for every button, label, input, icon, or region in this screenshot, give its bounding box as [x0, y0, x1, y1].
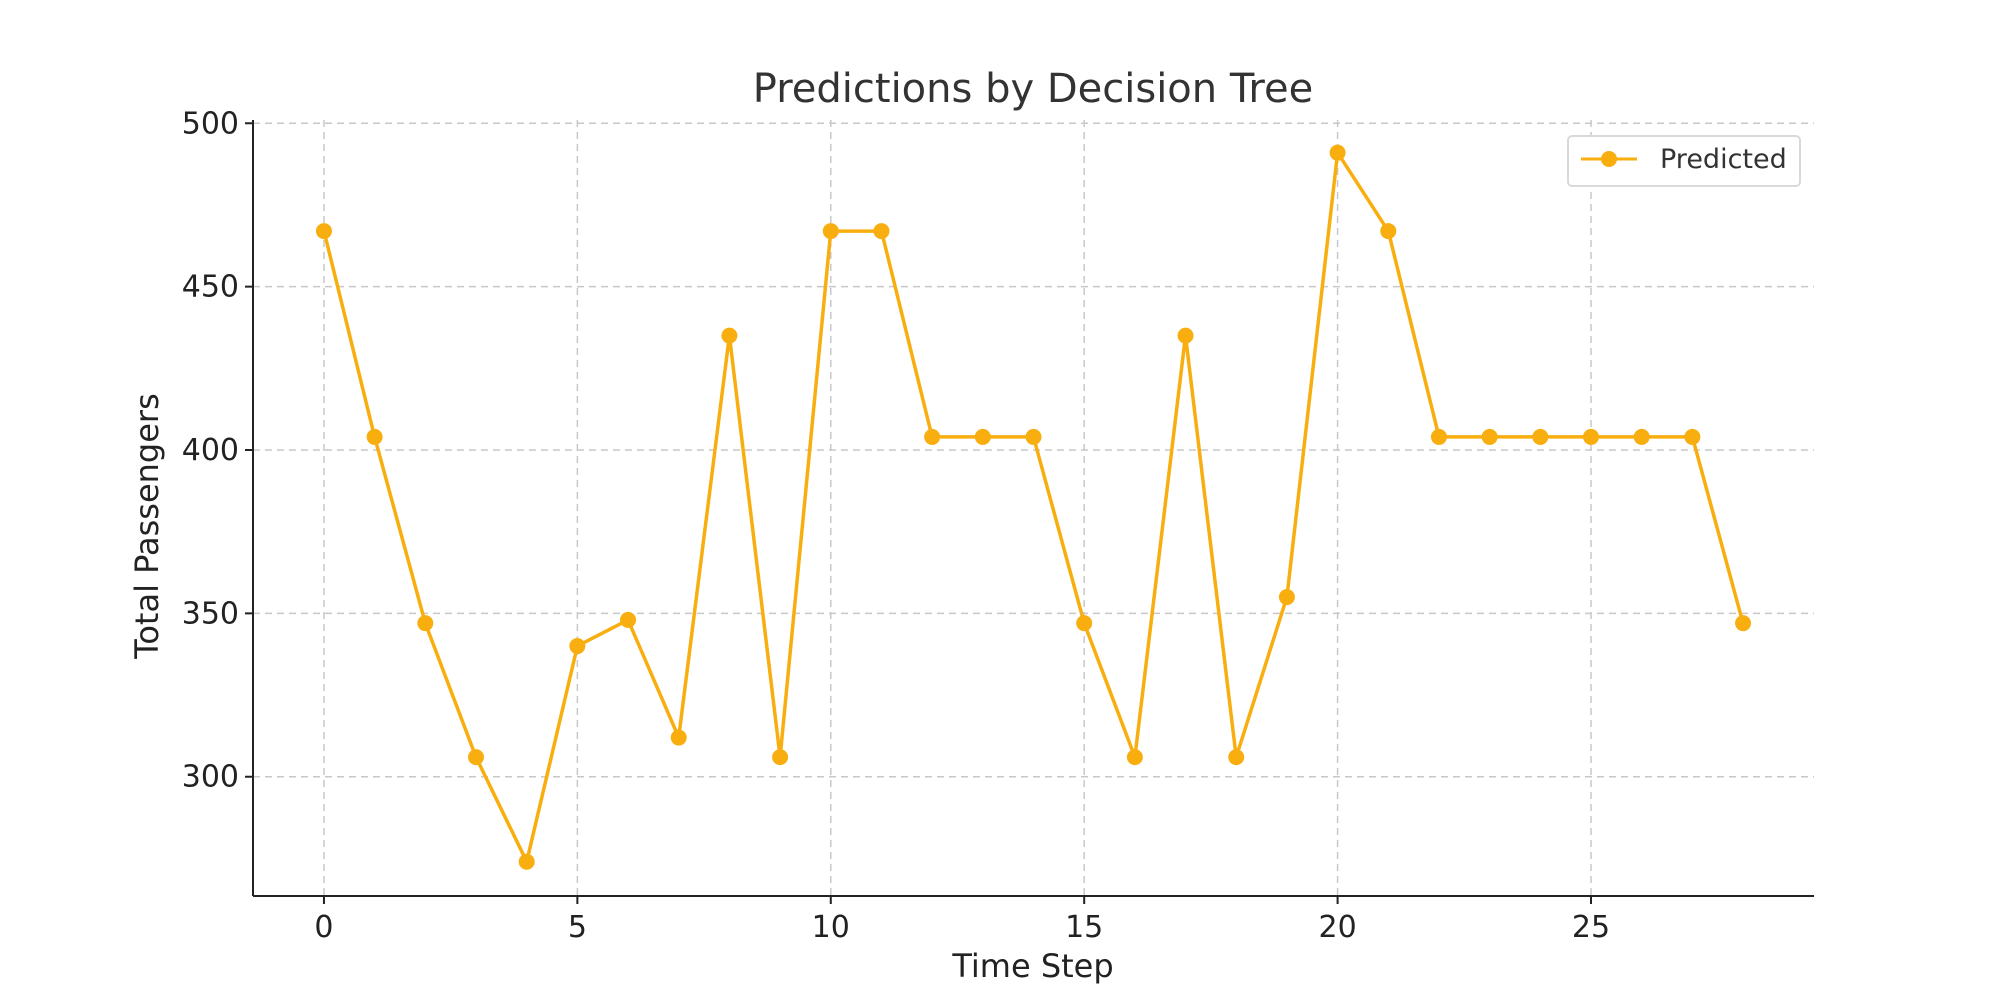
y-axis-label: Total Passengers: [128, 393, 166, 660]
x-tick-label: 0: [314, 910, 333, 945]
data-point: [670, 729, 687, 746]
data-point: [1278, 589, 1295, 606]
data-point: [1380, 223, 1397, 240]
data-point: [417, 615, 434, 632]
data-point: [315, 223, 332, 240]
legend-label-predicted: Predicted: [1660, 144, 1787, 175]
grid: [253, 120, 1814, 896]
data-point: [974, 428, 991, 445]
series-layer: [315, 144, 1752, 870]
chart-title: Predictions by Decision Tree: [753, 66, 1313, 112]
data-point: [366, 428, 383, 445]
legend-box: [1567, 135, 1801, 187]
data-point: [1735, 615, 1752, 632]
series-line-0: [322, 150, 1745, 864]
data-point: [1481, 428, 1498, 445]
data-point: [1430, 428, 1447, 445]
data-point: [1633, 428, 1650, 445]
data-point: [620, 611, 637, 628]
data-point: [1532, 428, 1549, 445]
data-point: [1177, 327, 1194, 344]
y-tick-label: 500: [182, 106, 239, 141]
data-point: [1583, 428, 1599, 445]
x-tick-label: 5: [568, 910, 587, 945]
data-point: [772, 749, 789, 766]
legend: Predicted: [1567, 135, 1801, 187]
data-point: [1025, 428, 1042, 445]
data-point: [1076, 615, 1093, 632]
data-point: [1126, 749, 1143, 766]
legend-marker: [1601, 151, 1617, 167]
data-point: [1329, 144, 1346, 161]
y-tick-label: 300: [182, 760, 239, 795]
data-point: [822, 223, 839, 240]
data-point: [1684, 428, 1701, 445]
data-point: [924, 428, 941, 445]
data-point: [873, 223, 890, 240]
x-tick-label: 10: [812, 910, 850, 945]
x-tick-label: 25: [1572, 910, 1610, 945]
y-tick-label: 450: [182, 270, 239, 305]
data-point: [721, 327, 738, 344]
data-point: [518, 853, 535, 870]
x-axis-label: Time Step: [951, 947, 1113, 985]
tick-labels: 0 5 10 15 20 25 300 350 400 450 500: [182, 106, 1610, 945]
y-tick-label: 400: [182, 433, 239, 468]
data-point: [569, 638, 586, 655]
axes: [245, 120, 1814, 904]
x-tick-label: 15: [1065, 910, 1103, 945]
data-point: [468, 749, 484, 766]
y-tick-label: 350: [182, 596, 239, 631]
data-point: [1228, 749, 1245, 766]
x-tick-label: 20: [1318, 910, 1356, 945]
